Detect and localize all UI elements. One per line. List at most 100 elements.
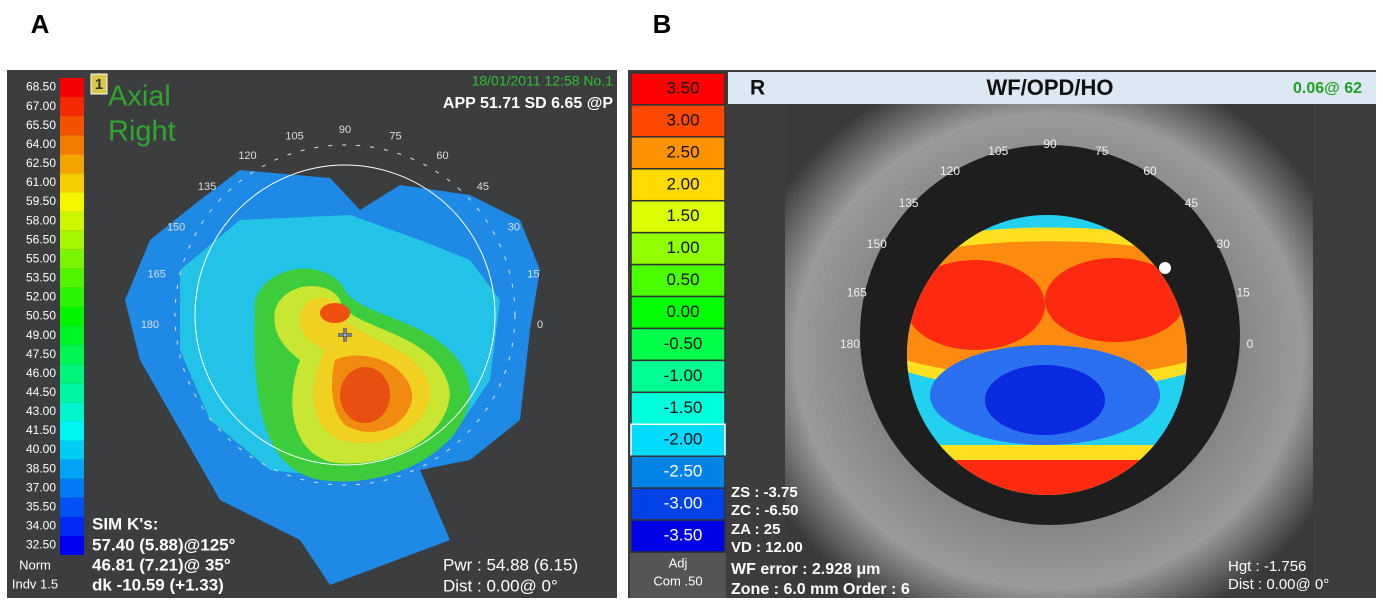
height: Hgt : -1.756	[1228, 558, 1306, 575]
scale-label: 59.50	[26, 194, 56, 208]
angle-label: 60	[436, 150, 448, 162]
scale-swatch	[630, 455, 726, 489]
scale-swatch	[60, 192, 84, 212]
scale-swatch	[630, 199, 726, 234]
rms: 0.06@ 62	[1293, 80, 1362, 97]
scale-swatch	[60, 268, 84, 288]
scale-swatch	[60, 326, 84, 346]
scale-label: 3.00	[666, 110, 699, 129]
param: ZS : -3.75	[731, 484, 798, 501]
scale-swatch	[60, 402, 84, 422]
scale-swatch	[60, 211, 84, 231]
angle-label: 135	[198, 181, 216, 193]
panel-label: B	[653, 9, 672, 39]
angle-label: 75	[1095, 144, 1109, 158]
scale-label: 65.50	[26, 118, 56, 132]
scale-footer: Adj	[669, 555, 688, 570]
scale-label: 41.50	[26, 423, 56, 437]
sim-k: 57.40 (5.88)@125°	[92, 535, 236, 554]
angle-label: 150	[867, 237, 887, 251]
scale-label: 0.00	[666, 302, 699, 321]
wf-error: WF error : 2.928 μm	[731, 561, 880, 578]
scale-footer: Indv 1.5	[12, 576, 58, 591]
angle-label: 120	[940, 164, 960, 178]
reflex	[1159, 262, 1171, 274]
angle-label: 150	[167, 221, 185, 233]
angle-label: 15	[527, 268, 539, 280]
scale-label: 34.00	[26, 519, 56, 533]
angle-label: 30	[1217, 237, 1231, 251]
angle-label: 90	[1043, 137, 1057, 151]
map-title: WF/OPD/HO	[986, 75, 1113, 100]
angle-label: 90	[339, 124, 351, 136]
panel-label: A	[31, 9, 50, 39]
scale-label: -3.50	[664, 526, 703, 545]
angle-label: 0	[1247, 337, 1254, 351]
scale-label: -1.50	[664, 398, 703, 417]
angle-label: 165	[847, 285, 867, 299]
angle-label: 165	[147, 268, 165, 280]
angle-label: 120	[238, 150, 256, 162]
angle-label: 45	[1185, 196, 1199, 210]
scale-swatch	[60, 535, 84, 555]
scale-label: 62.50	[26, 156, 56, 170]
angle-label: 30	[508, 221, 520, 233]
scale-label: 47.50	[26, 347, 56, 361]
angle-label: 180	[141, 319, 159, 331]
scale-label: 32.50	[26, 538, 56, 552]
scale-swatch	[630, 423, 726, 457]
scale-label: 61.00	[26, 175, 56, 189]
scale-label: 43.00	[26, 404, 56, 418]
scale-label: 3.50	[666, 78, 699, 97]
angle-label: 15	[1237, 285, 1251, 299]
scale-swatch	[60, 383, 84, 403]
angle-label: 135	[899, 196, 919, 210]
distance: Dist : 0.00@ 0°	[1228, 576, 1329, 593]
scale-swatch	[60, 459, 84, 479]
scale-swatch	[60, 173, 84, 193]
eye: R	[750, 77, 765, 100]
header-bar	[728, 72, 1376, 104]
scale-label: 40.00	[26, 442, 56, 456]
map-title: Right	[108, 116, 176, 148]
scale-swatch	[630, 72, 726, 106]
angle-label: 60	[1143, 164, 1157, 178]
scale-swatch	[60, 249, 84, 269]
scale-label: 1.00	[666, 238, 699, 257]
scale-swatch	[630, 231, 726, 266]
angle-label: 180	[840, 337, 860, 351]
sim-k: SIM K's:	[92, 514, 158, 533]
angle-label: 0	[537, 319, 543, 331]
param: VD : 12.00	[731, 539, 803, 556]
scale-label: 2.00	[666, 174, 699, 193]
scale-label: -0.50	[664, 334, 703, 353]
scale-label: 55.00	[26, 251, 56, 265]
scale-swatch	[60, 135, 84, 155]
angle-label: 105	[285, 131, 303, 143]
scale-label: 68.50	[26, 80, 56, 94]
sim-k: dk -10.59 (+1.33)	[92, 575, 224, 594]
scale-footer: Norm	[19, 557, 51, 572]
sim-k: 46.81 (7.21)@ 35°	[92, 555, 231, 574]
scale-swatch	[60, 97, 84, 117]
scale-swatch	[630, 104, 726, 138]
scale-swatch	[60, 364, 84, 384]
scale-label: 49.00	[26, 328, 56, 342]
scale-swatch	[60, 306, 84, 327]
date: 18/01/2011 12:58 No.1	[472, 73, 614, 89]
scale-swatch	[60, 497, 84, 517]
scale-footer: Com .50	[653, 573, 702, 588]
scale-swatch	[60, 230, 84, 250]
topography-map	[125, 144, 540, 585]
scale-swatch	[60, 287, 84, 307]
scale-label: 58.00	[26, 213, 56, 227]
scale-swatch	[60, 116, 84, 136]
scale-swatch	[60, 421, 84, 441]
scale-label: 64.00	[26, 137, 56, 151]
param: ZC : -6.50	[731, 502, 799, 519]
scale-swatch	[60, 154, 84, 174]
scale-swatch	[60, 345, 84, 365]
angle-label: 45	[477, 181, 489, 193]
scale-label: 37.00	[26, 480, 56, 494]
